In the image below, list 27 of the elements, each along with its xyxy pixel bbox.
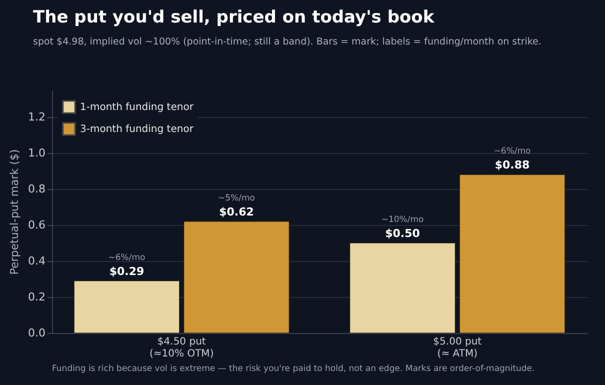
chart-title: The put you'd sell, priced on today's book	[33, 8, 435, 28]
data-label: $0.29	[109, 264, 144, 278]
data-label: $0.88	[494, 158, 530, 172]
y-tick-label: 0.0	[28, 326, 46, 340]
chart-subtitle: spot $4.98, implied vol ~100% (point-in-time; still a band). Bars = mark; labels = funding/month on strike.	[33, 36, 542, 48]
bar	[74, 280, 180, 334]
annotation: ~10%/mo	[381, 215, 424, 225]
legend-label: 3-month funding tenor	[80, 124, 194, 135]
y-tick-label: 0.2	[28, 290, 46, 304]
y-tick-label: 0.6	[28, 218, 46, 232]
y-tick-label: 0.8	[28, 182, 46, 196]
y-tick-label: 0.4	[28, 254, 46, 268]
y-axis-title: Perpetual-put mark ($)	[8, 149, 22, 275]
data-label: $0.62	[219, 205, 254, 218]
bar	[459, 174, 566, 334]
annotation: ~6%/mo	[108, 252, 146, 263]
annotation: ~5%/mo	[218, 193, 255, 204]
x-tick-label: $4.50 put (≈10% OTM)	[150, 336, 214, 360]
y-tick-label: 1.2	[28, 110, 46, 124]
data-label: $0.50	[385, 227, 420, 240]
legend-label: 1-month funding tenor	[80, 102, 194, 113]
bar	[184, 221, 290, 334]
annotation: ~6%/mo	[494, 146, 531, 157]
bar	[350, 242, 456, 334]
x-tick-label: $5.00 put (≈ ATM)	[433, 336, 482, 360]
y-tick-label: 1.0	[28, 146, 46, 160]
text: Funding is rich because vol is extreme — the risk you're paid to hold, not an edge. Marks are order-of-magnitude.	[52, 364, 535, 374]
